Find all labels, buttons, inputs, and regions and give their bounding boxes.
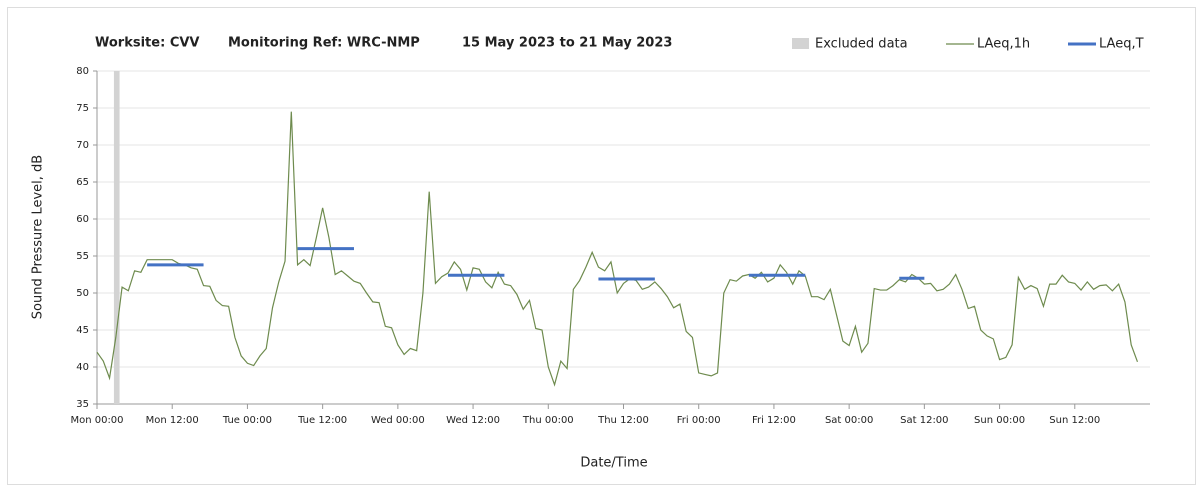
x-tick-label: Tue 00:00 — [222, 415, 272, 426]
x-tick-label: Thu 00:00 — [522, 415, 574, 426]
frame — [7, 7, 1196, 485]
y-tick-label: 80 — [76, 66, 89, 77]
chart-title: Worksite: CVV — [95, 36, 199, 51]
x-tick-label: Sat 12:00 — [900, 415, 948, 426]
y-tick-label: 35 — [76, 399, 89, 410]
x-tick-label: Tue 12:00 — [297, 415, 347, 426]
chart-title: Monitoring Ref: WRC-NMP — [228, 36, 420, 51]
legend-label: LAeq,T — [1099, 37, 1144, 52]
x-tick-label: Wed 12:00 — [446, 415, 500, 426]
y-tick-label: 50 — [76, 288, 89, 299]
x-tick-label: Wed 00:00 — [371, 415, 425, 426]
y-axis-label: Sound Pressure Level, dB — [31, 155, 46, 319]
chart-title: 15 May 2023 to 21 May 2023 — [462, 36, 672, 51]
x-tick-label: Mon 12:00 — [146, 415, 199, 426]
y-tick-label: 70 — [76, 140, 89, 151]
legend-label: Excluded data — [815, 37, 908, 52]
excluded-band — [113, 71, 120, 404]
x-tick-label: Sun 00:00 — [974, 415, 1025, 426]
x-tick-label: Sun 12:00 — [1049, 415, 1100, 426]
x-tick-label: Fri 12:00 — [752, 415, 796, 426]
y-tick-label: 60 — [76, 214, 89, 225]
y-tick-label: 75 — [76, 103, 89, 114]
x-axis-label: Date/Time — [580, 456, 647, 471]
legend-label: LAeq,1h — [977, 37, 1030, 52]
y-tick-label: 45 — [76, 325, 89, 336]
data-line — [96, 111, 1139, 387]
y-tick-label: 65 — [76, 177, 89, 188]
x-tick-label: Fri 00:00 — [677, 415, 721, 426]
x-tick-label: Sat 00:00 — [825, 415, 873, 426]
x-tick-label: Thu 12:00 — [597, 415, 649, 426]
y-tick-label: 40 — [76, 362, 89, 373]
y-tick-label: 55 — [76, 251, 89, 262]
legend-swatch — [792, 38, 809, 49]
x-tick-label: Mon 00:00 — [70, 415, 123, 426]
